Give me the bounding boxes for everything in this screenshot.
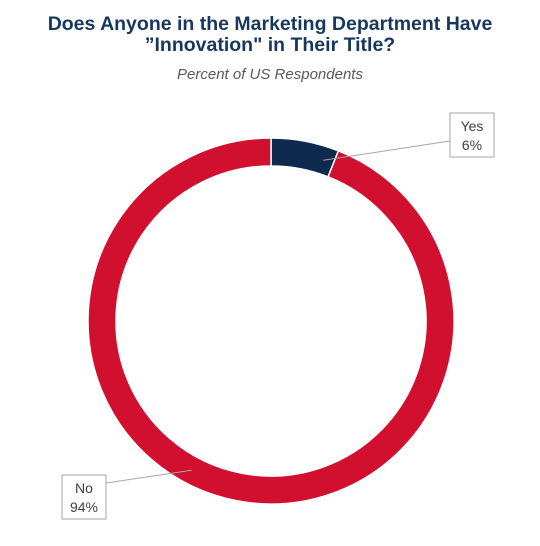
chart-title-line-1: Does Anyone in the Marketing Department …	[47, 13, 493, 35]
chart-title-line-2: ”Innovation" in Their Title?	[144, 34, 396, 56]
leader-line-yes	[323, 140, 451, 161]
leader-line-no	[105, 469, 192, 484]
chart-title: Does Anyone in the Marketing Department …	[0, 14, 540, 56]
callout-box-no	[61, 474, 107, 520]
slice-no	[87, 137, 455, 505]
slice-value-yes: 6%	[462, 137, 482, 153]
slice-label-yes: Yes	[461, 118, 484, 134]
slice-yes	[270, 137, 340, 178]
slice-value-no: 94%	[70, 499, 98, 515]
chart-subtitle: Percent of US Respondents	[177, 66, 363, 83]
slice-label-no: No	[75, 480, 93, 496]
callout-box-yes	[449, 112, 495, 158]
